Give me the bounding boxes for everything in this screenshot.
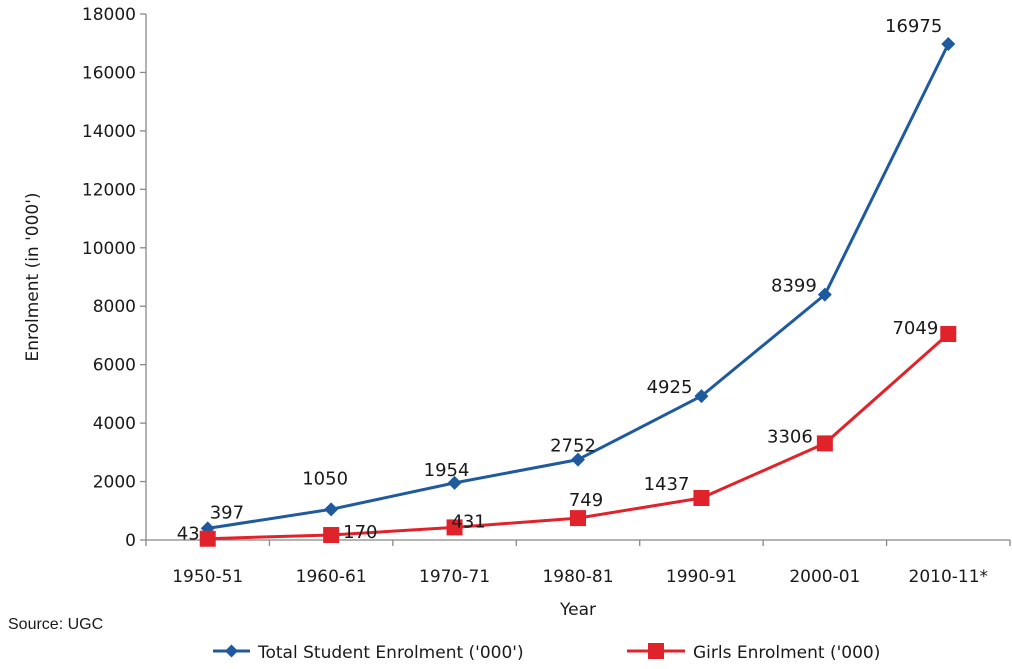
x-tick-label: 1970-71	[419, 567, 490, 587]
x-axis-title: Year	[559, 600, 596, 620]
y-axis-ticks: 0 2000 4000 6000 8000 10000 12000 14000 16000 180…	[82, 5, 146, 551]
legend-label-total: Total Student Enrolment ('000')	[257, 643, 524, 663]
data-point-girls	[816, 435, 833, 452]
data-label-total: 397	[210, 502, 244, 523]
y-axis-title: Enrolment (in '000')	[23, 192, 43, 361]
data-point-girls	[323, 527, 340, 544]
legend-label-girls: Girls Enrolment ('000)	[693, 643, 880, 663]
x-tick-label: 1990-91	[666, 567, 737, 587]
legend: Total Student Enrolment ('000') Girls En…	[213, 643, 880, 663]
data-label-total: 8399	[771, 276, 817, 297]
y-tick-label: 0	[125, 531, 136, 551]
data-label-girls: 3306	[767, 426, 813, 447]
y-tick-label: 6000	[93, 356, 136, 376]
x-tick-label: 1980-81	[542, 567, 613, 587]
y-tick-label: 18000	[82, 5, 136, 25]
data-point-girls	[693, 490, 710, 507]
y-tick-label: 10000	[82, 239, 136, 259]
data-point-total	[694, 389, 709, 404]
data-label-total: 4925	[647, 377, 693, 398]
data-label-total: 1954	[424, 460, 470, 481]
y-tick-label: 8000	[93, 297, 136, 317]
legend-marker-diamond-icon	[225, 644, 238, 658]
data-point-girls	[199, 530, 216, 547]
data-label-girls: 431	[451, 511, 485, 532]
data-label-girls: 170	[343, 522, 377, 543]
data-label-girls: 7049	[892, 318, 938, 339]
axes	[145, 14, 1010, 541]
data-label-girls: 749	[569, 490, 603, 511]
y-tick-label: 4000	[93, 414, 136, 434]
x-tick-label: 2010-11*	[909, 567, 989, 587]
data-label-girls: 43	[177, 524, 200, 545]
x-axis-ticks: 1950-51 1960-61 1970-71 1980-81 1990-91 2000-…	[145, 540, 1011, 587]
data-point-total	[447, 475, 462, 490]
series-layer	[199, 36, 957, 547]
source-note: Source: UGC	[8, 616, 103, 633]
data-label-total: 16975	[885, 16, 942, 37]
x-tick-label: 1950-51	[172, 567, 243, 587]
data-point-total	[324, 502, 339, 517]
y-tick-label: 2000	[93, 473, 136, 493]
data-label-total: 1050	[302, 468, 348, 489]
data-point-total	[941, 36, 956, 51]
data-point-girls	[446, 519, 463, 536]
y-tick-label: 14000	[82, 122, 136, 142]
data-point-total	[817, 287, 832, 302]
data-label-girls: 1437	[644, 474, 690, 495]
data-point-girls	[570, 510, 586, 527]
x-tick-label: 1960-61	[296, 567, 367, 587]
x-tick-label: 2000-01	[789, 567, 860, 587]
y-tick-label: 16000	[82, 63, 136, 83]
data-point-total	[571, 452, 585, 467]
y-tick-label: 12000	[82, 180, 136, 200]
data-label-total: 2752	[550, 436, 596, 457]
data-point-girls	[940, 326, 957, 343]
legend-marker-square-icon	[648, 643, 664, 659]
legend-item-girls: Girls Enrolment ('000)	[627, 643, 880, 663]
legend-item-total: Total Student Enrolment ('000')	[213, 643, 524, 663]
data-labels-layer: 397 1050 1954 2752 4925 8399 16975 43 170 431 749 1…	[177, 16, 942, 545]
